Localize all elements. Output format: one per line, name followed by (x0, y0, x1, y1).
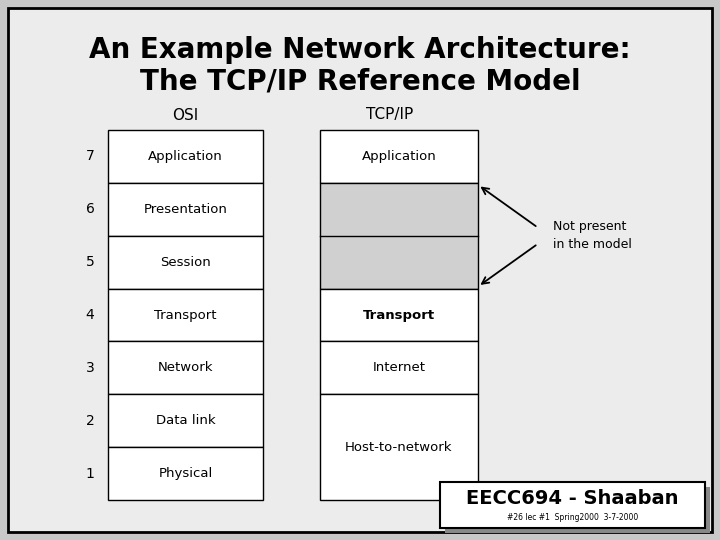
Text: Application: Application (361, 150, 436, 163)
Bar (108, 341, 263, 394)
Bar (108, 288, 263, 341)
Text: 3: 3 (86, 361, 94, 375)
Text: 2: 2 (86, 414, 94, 428)
Bar (320, 288, 478, 341)
Text: Host-to-network: Host-to-network (346, 441, 453, 454)
Bar (320, 394, 478, 500)
Text: The TCP/IP Reference Model: The TCP/IP Reference Model (140, 68, 580, 96)
Bar (108, 447, 263, 500)
Text: Application: Application (148, 150, 223, 163)
Bar (320, 341, 478, 394)
Text: Transport: Transport (154, 308, 217, 321)
Text: 4: 4 (86, 308, 94, 322)
Bar (108, 394, 263, 447)
Bar (445, 487, 710, 533)
Text: Data link: Data link (156, 414, 215, 427)
Bar (320, 183, 478, 288)
Text: TCP/IP: TCP/IP (366, 107, 413, 123)
Text: 6: 6 (86, 202, 94, 217)
Text: Internet: Internet (372, 361, 426, 374)
Bar (108, 183, 263, 236)
Bar (108, 130, 263, 183)
Text: 5: 5 (86, 255, 94, 269)
Bar (108, 236, 263, 288)
Text: #26 lec #1  Spring2000  3-7-2000: #26 lec #1 Spring2000 3-7-2000 (507, 514, 638, 522)
Bar (320, 130, 478, 183)
Text: Not present
in the model: Not present in the model (553, 220, 632, 251)
Text: 1: 1 (86, 467, 94, 481)
Text: OSI: OSI (172, 107, 198, 123)
Text: 7: 7 (86, 150, 94, 164)
Text: Session: Session (160, 255, 211, 268)
Text: Network: Network (158, 361, 213, 374)
Text: Presentation: Presentation (143, 203, 228, 216)
Text: An Example Network Architecture:: An Example Network Architecture: (89, 36, 631, 64)
Bar (440, 482, 705, 528)
Text: Transport: Transport (363, 308, 435, 321)
Text: EECC694 - Shaaban: EECC694 - Shaaban (467, 489, 679, 508)
Text: Physical: Physical (158, 467, 212, 480)
